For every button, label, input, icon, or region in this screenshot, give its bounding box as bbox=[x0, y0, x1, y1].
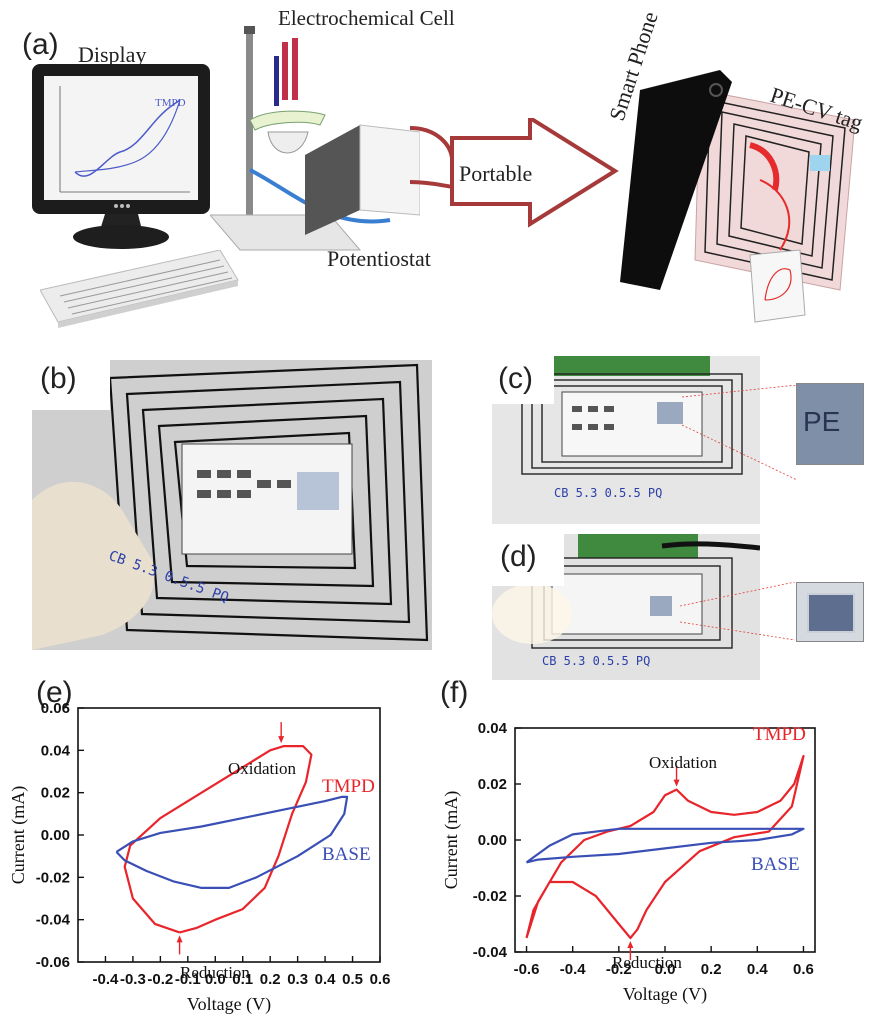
annotation-oxidation: Oxidation bbox=[228, 759, 296, 778]
series-label-base: BASE bbox=[322, 844, 371, 865]
annotation-oxidation: Oxidation bbox=[649, 753, 717, 772]
tag-coil-photo bbox=[32, 360, 432, 650]
panel-b-label: (b) bbox=[40, 362, 77, 395]
x-tick-label: 0.2 bbox=[260, 971, 281, 988]
panel-a-label: (a) bbox=[22, 28, 59, 61]
handwriting-d: CB 5.3 0.5.5 PQ bbox=[542, 654, 651, 668]
x-tick-label: -0.6 bbox=[514, 961, 540, 978]
series-line-tmpd bbox=[123, 744, 313, 934]
panel-c-photo: CB 5.3 0.5.5 PQ bbox=[492, 356, 760, 524]
tag-board-photo-d bbox=[492, 534, 760, 680]
series-label-base: BASE bbox=[751, 854, 800, 875]
electrode-inset-d bbox=[796, 582, 864, 642]
display-label: Display bbox=[78, 42, 147, 67]
x-axis-label: Voltage (V) bbox=[623, 984, 707, 1005]
annotation-arrowhead bbox=[278, 736, 285, 744]
zoom-lines-c bbox=[682, 385, 797, 480]
series-line-tmpd bbox=[525, 754, 805, 940]
x-axis-label: Voltage (V) bbox=[187, 994, 271, 1015]
x-tick-label: 0.4 bbox=[747, 961, 769, 978]
y-tick-label: -0.02 bbox=[36, 869, 70, 886]
pe-inset-text: PE bbox=[803, 406, 841, 437]
keyboard-illustration bbox=[40, 250, 239, 328]
x-tick-label: -0.4 bbox=[93, 971, 120, 988]
panel-e-label: (e) bbox=[36, 676, 73, 709]
x-tick-label: 0.1 bbox=[232, 971, 253, 988]
y-tick-label: -0.04 bbox=[36, 912, 71, 929]
panel-d-label: (d) bbox=[500, 540, 537, 573]
portable-arrow bbox=[410, 118, 619, 228]
cv-chart-e: -0.4 -0.3 -0.2 -0.1 0.0 0.1 0.2 0.3 0.4 0.5 0.6 -0.… bbox=[8, 700, 391, 1015]
x-tick-label: -0.1 bbox=[175, 971, 201, 988]
x-tick-label: 0.4 bbox=[315, 971, 337, 988]
x-tick-label: -0.2 bbox=[147, 971, 173, 988]
cv-chart-f: -0.6 -0.4 -0.2 0.0 0.2 0.4 0.6 -0.04 -0.02 0.00 0.… bbox=[441, 720, 816, 1005]
annotation-arrowhead bbox=[176, 935, 183, 943]
zoom-lines-d bbox=[680, 582, 795, 641]
x-tick-label: 0.0 bbox=[655, 961, 676, 978]
panel-b-photo: CB 5.3 0.5.5 PQ bbox=[32, 360, 432, 650]
x-tick-label: 0.3 bbox=[287, 971, 308, 988]
pe-electrode-inset: PE bbox=[796, 383, 864, 465]
y-tick-label: -0.06 bbox=[36, 954, 70, 971]
x-tick-label: 0.6 bbox=[370, 971, 391, 988]
y-axis-label: Current (mA) bbox=[441, 791, 462, 889]
series-line-base bbox=[525, 827, 805, 864]
monitor-illustration bbox=[32, 64, 210, 249]
electrochemical-setup-illustration bbox=[210, 26, 420, 251]
x-tick-label: 0.2 bbox=[701, 961, 722, 978]
electrochemical-cell-label: Electrochemical Cell bbox=[278, 6, 455, 30]
screen-curve-label: TMPD bbox=[155, 97, 186, 109]
y-axis-label: Current (mA) bbox=[8, 786, 29, 884]
series-line-base bbox=[115, 795, 349, 889]
y-tick-label: 0.04 bbox=[41, 742, 71, 759]
y-tick-label: 0.04 bbox=[478, 720, 508, 737]
handwriting-c: CB 5.3 0.5.5 PQ bbox=[554, 486, 663, 500]
annotation-reduction: Reduction bbox=[180, 963, 250, 982]
y-tick-label: 0.00 bbox=[478, 832, 507, 849]
y-tick-label: 0.02 bbox=[41, 785, 70, 802]
y-tick-label: 0.06 bbox=[41, 700, 70, 717]
x-tick-label: 0.5 bbox=[342, 971, 363, 988]
panel-c-label: (c) bbox=[498, 362, 533, 395]
y-tick-label: -0.02 bbox=[473, 888, 507, 905]
y-tick-label: 0.00 bbox=[41, 827, 70, 844]
x-tick-label: -0.4 bbox=[560, 961, 587, 978]
series-label-tmpd: TMPD bbox=[322, 776, 375, 797]
x-tick-label: -0.2 bbox=[606, 961, 632, 978]
x-tick-label: 0.6 bbox=[793, 961, 814, 978]
y-tick-label: 0.02 bbox=[478, 776, 507, 793]
annotation-arrowhead bbox=[673, 779, 680, 787]
x-tick-label: -0.3 bbox=[120, 971, 146, 988]
panel-d-photo: CB 5.3 0.5.5 PQ bbox=[492, 534, 760, 680]
annotation-reduction: Reduction bbox=[612, 953, 682, 972]
phone-tag-illustration bbox=[620, 70, 856, 323]
annotation-arrowhead bbox=[627, 941, 634, 948]
portable-label: Portable bbox=[459, 161, 533, 186]
panel-f-label: (f) bbox=[440, 676, 469, 709]
series-label-tmpd: TMPD bbox=[753, 724, 806, 745]
y-tick-label: -0.04 bbox=[473, 944, 508, 961]
x-tick-label: 0.0 bbox=[205, 971, 226, 988]
plot-frame bbox=[77, 707, 381, 963]
